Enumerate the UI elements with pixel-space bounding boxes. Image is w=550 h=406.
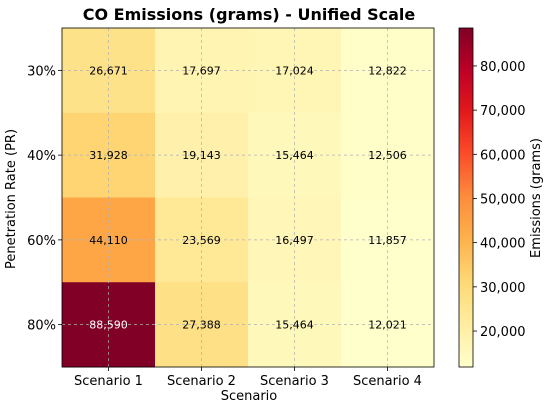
- cell-value-label: 15,464: [275, 149, 314, 162]
- cell-value-label: 16,497: [275, 234, 314, 247]
- colorbar-tick-label: 60,000: [480, 148, 526, 163]
- y-tick-label: 80%: [27, 319, 56, 334]
- colorbar-tick-label: 80,000: [480, 60, 526, 75]
- x-tick-label: Scenario 1: [74, 374, 143, 389]
- colorbar-ticks: 20,000 30,000 40,000 50,000 60,000 70,000 80,0…: [473, 60, 526, 340]
- grid-lines: [62, 28, 434, 367]
- x-tick-label: Scenario 3: [260, 374, 329, 389]
- colorbar-tick-label: 30,000: [480, 281, 526, 296]
- cell-value-label: 17,697: [182, 64, 221, 77]
- cell-value-label: 12,506: [368, 149, 407, 162]
- colorbar-label: Emissions (grams): [529, 138, 544, 258]
- cell-value-label: 11,857: [368, 234, 407, 247]
- x-tick-label: Scenario 4: [353, 374, 422, 389]
- cell-value-label: 12,822: [368, 64, 407, 77]
- cell-value-label: 12,021: [368, 319, 407, 332]
- cell-value-label: 17,024: [275, 64, 314, 77]
- x-axis-label: Scenario: [221, 389, 278, 404]
- y-axis-label: Penetration Rate (PR): [4, 129, 19, 269]
- colorbar-tick-label: 50,000: [480, 192, 526, 207]
- colorbar-tick-label: 70,000: [480, 104, 526, 119]
- cell-value-label: 26,671: [89, 64, 128, 77]
- y-tick-label: 60%: [27, 234, 56, 249]
- y-tick-label: 40%: [27, 149, 56, 164]
- cell-value-label: 15,464: [275, 319, 314, 332]
- y-axis-ticks: 30% 40% 60% 80%: [27, 64, 62, 334]
- colorbar-tick-label: 40,000: [480, 237, 526, 252]
- cell-value-label: 31,928: [89, 149, 128, 162]
- chart-title: CO Emissions (grams) - Unified Scale: [83, 5, 416, 24]
- cell-labels: 26,671 17,697 17,024 12,822 31,928 19,143 15,4…: [89, 64, 407, 331]
- cell-value-label: 19,143: [182, 149, 221, 162]
- plot-frame: [61, 27, 435, 368]
- cell-value-label: 27,388: [182, 319, 221, 332]
- x-tick-label: Scenario 2: [167, 374, 236, 389]
- colorbar: [458, 27, 474, 368]
- y-tick-label: 30%: [27, 64, 56, 79]
- heatmap-cells: [62, 28, 435, 368]
- colorbar-tick-label: 20,000: [480, 325, 526, 340]
- cell-value-label: 88,590: [89, 319, 128, 332]
- cell-value-label: 23,569: [182, 234, 221, 247]
- x-axis-ticks: Scenario 1 Scenario 2 Scenario 3 Scenario 4: [74, 367, 422, 389]
- cell-value-label: 44,110: [89, 234, 128, 247]
